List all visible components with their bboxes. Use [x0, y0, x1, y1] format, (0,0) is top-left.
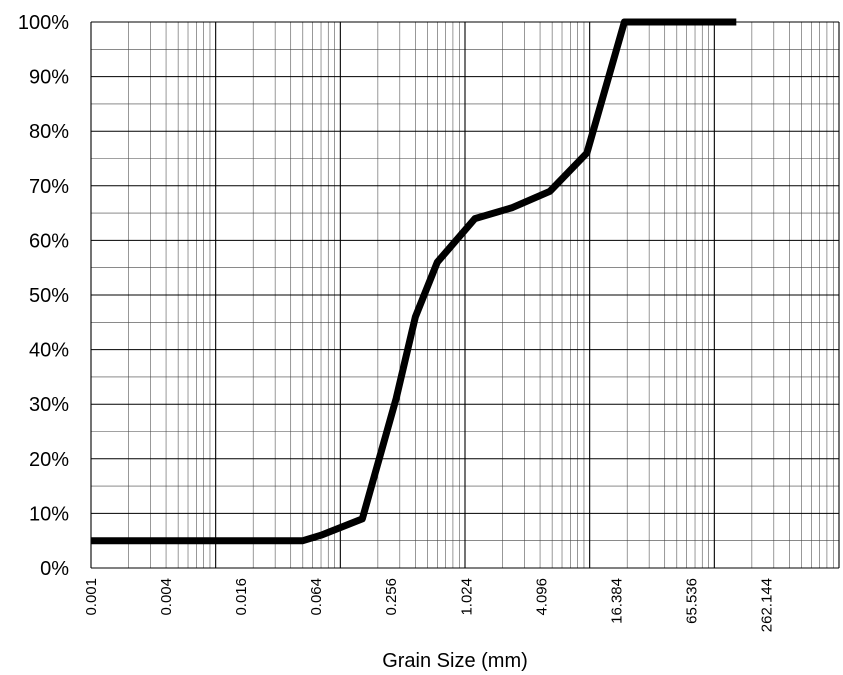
x-axis-label: Grain Size (mm): [382, 650, 528, 672]
y-axis-tick-labels: 0% 10% 20% 30% 40% 50% 60% 70% 80% 90% 100%: [18, 12, 69, 580]
y-tick-label: 90%: [29, 67, 69, 89]
y-tick-label: 60%: [29, 230, 69, 252]
x-tick-label: 0.004: [158, 578, 175, 616]
x-tick-label: 65.536: [683, 578, 700, 624]
x-tick-label: 0.001: [83, 578, 100, 616]
x-axis-tick-labels: 0.001 0.004 0.016 0.064 0.256 1.024 4.096 16.38…: [83, 578, 776, 632]
x-tick-label: 1.024: [458, 578, 475, 616]
major-gridlines: [90, 21, 840, 569]
y-tick-label: 80%: [29, 121, 69, 143]
y-tick-label: 100%: [18, 12, 69, 34]
grain-size-curve: [91, 18, 737, 545]
x-tick-label: 16.384: [608, 578, 625, 624]
x-tick-label: 0.064: [308, 578, 325, 616]
x-tick-label: 4.096: [533, 578, 550, 616]
y-tick-label: 0%: [40, 558, 69, 580]
series-layer: [91, 18, 737, 545]
y-tick-label: 20%: [29, 449, 69, 471]
x-tick-label: 262.144: [759, 578, 776, 632]
y-tick-label: 40%: [29, 340, 69, 362]
y-tick-label: 30%: [29, 394, 69, 416]
y-tick-label: 10%: [29, 503, 69, 525]
y-tick-label: 70%: [29, 176, 69, 198]
x-tick-label: 0.256: [383, 578, 400, 616]
y-tick-label: 50%: [29, 285, 69, 307]
x-tick-label: 0.016: [233, 578, 250, 616]
